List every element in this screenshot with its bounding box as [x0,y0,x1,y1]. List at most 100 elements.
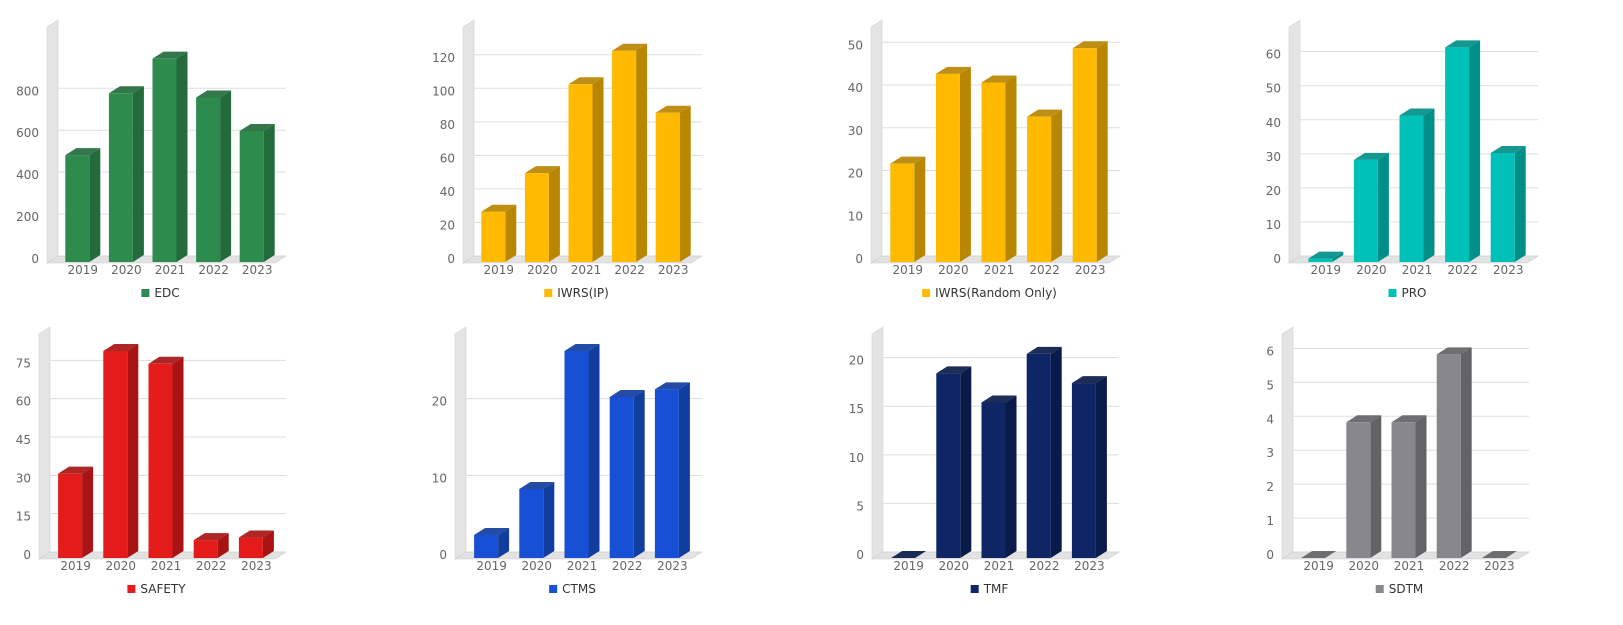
bar-side [1415,415,1427,558]
y-tick-label: 60 [1266,48,1281,62]
bar-side [89,148,101,262]
chart-pro: 0 10 20 30 40 50 60 2019 2020 2021 2022 2023 PRO [1266,19,1540,300]
chart-side-wall [38,326,51,560]
x-tick-label: 2020 [1349,559,1380,573]
bar-side [220,90,232,262]
bar [481,204,517,262]
legend-swatch[interactable] [544,289,553,297]
bar-top [1391,415,1427,423]
bar-front [65,155,90,262]
bar-side [172,356,184,558]
x-tick-label: 2023 [1484,559,1515,573]
bar-side [679,105,691,262]
y-tick-label: 20 [849,354,864,368]
y-tick-label: 30 [848,124,863,138]
x-tick-label: 2020 [1356,263,1387,277]
bar-top [1436,347,1472,355]
x-tick-label: 2021 [151,559,182,573]
x-tick-label: 2022 [1029,559,1060,573]
bar-top [981,75,1017,83]
bar [1445,40,1481,262]
x-tick-label: 2023 [241,559,272,573]
chart-side-wall [454,326,467,560]
legend-swatch[interactable] [970,585,979,593]
bar [196,90,232,262]
legend-swatch[interactable] [549,585,558,593]
bar [1308,251,1344,262]
x-tick-label: 2019 [476,559,507,573]
bar-top [1071,376,1107,384]
bar-front [564,351,589,558]
bar-top [1353,152,1389,160]
legend-swatch[interactable] [141,289,150,297]
bar-side [217,533,229,558]
bar-top [1399,108,1435,116]
bar-front [519,489,544,558]
y-tick-label: 10 [848,209,863,223]
x-tick-label: 2021 [155,263,186,277]
legend-swatch[interactable] [127,585,136,593]
chart-side-wall [1288,19,1301,264]
x-tick-label: 2022 [198,263,229,277]
bar [524,166,560,262]
bar-front [1308,258,1333,262]
bar [564,344,600,558]
x-tick-label: 2021 [567,559,598,573]
y-tick-label: 50 [848,38,863,52]
bar-front [568,84,593,262]
y-tick-label: 60 [440,151,455,165]
bar-front [655,112,680,262]
bar [1391,415,1427,558]
bar-top [1026,346,1062,354]
x-tick-label: 2022 [1447,263,1478,277]
bar [58,466,94,558]
y-tick-label: 200 [16,210,39,224]
y-tick-label: 5 [1266,378,1274,392]
bar [891,551,927,558]
bar-side [1514,146,1526,262]
x-tick-label: 2023 [657,559,688,573]
y-tick-label: 0 [856,548,864,562]
chart-side-wall [1281,326,1294,560]
x-tick-label: 2019 [68,263,99,277]
legend-label: PRO [1401,286,1426,300]
y-tick-label: 2 [1266,480,1274,494]
bar-front [1399,115,1424,262]
bar [1026,346,1062,558]
bar-top [519,482,555,489]
y-tick-label: 0 [1266,548,1274,562]
bar-side [1332,251,1344,262]
bar-side [1370,415,1382,558]
x-tick-label: 2020 [111,263,142,277]
bar-top [108,86,144,94]
legend-swatch[interactable] [1375,585,1384,593]
legend-label: TMF [983,582,1009,596]
y-tick-label: 10 [432,471,447,485]
x-tick-label: 2019 [60,559,91,573]
legend-swatch[interactable] [922,289,931,297]
x-tick-label: 2022 [612,559,643,573]
legend-label: SAFETY [140,582,186,596]
bar [654,382,690,558]
x-tick-label: 2019 [893,263,924,277]
bar-front [1072,48,1097,263]
y-tick-label: 20 [432,395,447,409]
x-tick-label: 2022 [196,559,227,573]
bar-side [1096,41,1108,263]
bar-front [1027,116,1052,263]
chart-sdtm: 0 1 2 3 4 5 6 2019 2020 2021 2022 2023 SDTM [1266,326,1531,596]
bar [981,75,1017,263]
x-tick-label: 2019 [893,559,924,573]
y-tick-label: 0 [31,252,39,266]
bar-side [1423,108,1435,262]
chart-side-wall [462,19,475,264]
bar [152,51,188,262]
bar-top [612,43,648,51]
x-tick-label: 2022 [614,263,645,277]
bar-side [592,77,604,262]
bar [65,148,101,262]
bar-side [132,86,144,262]
bar [1027,109,1063,263]
legend-swatch[interactable] [1388,289,1397,297]
chart-iwrs-random-only-: 0 10 20 30 40 50 2019 2020 2021 2022 2023 IWRS(Rand… [848,19,1122,300]
